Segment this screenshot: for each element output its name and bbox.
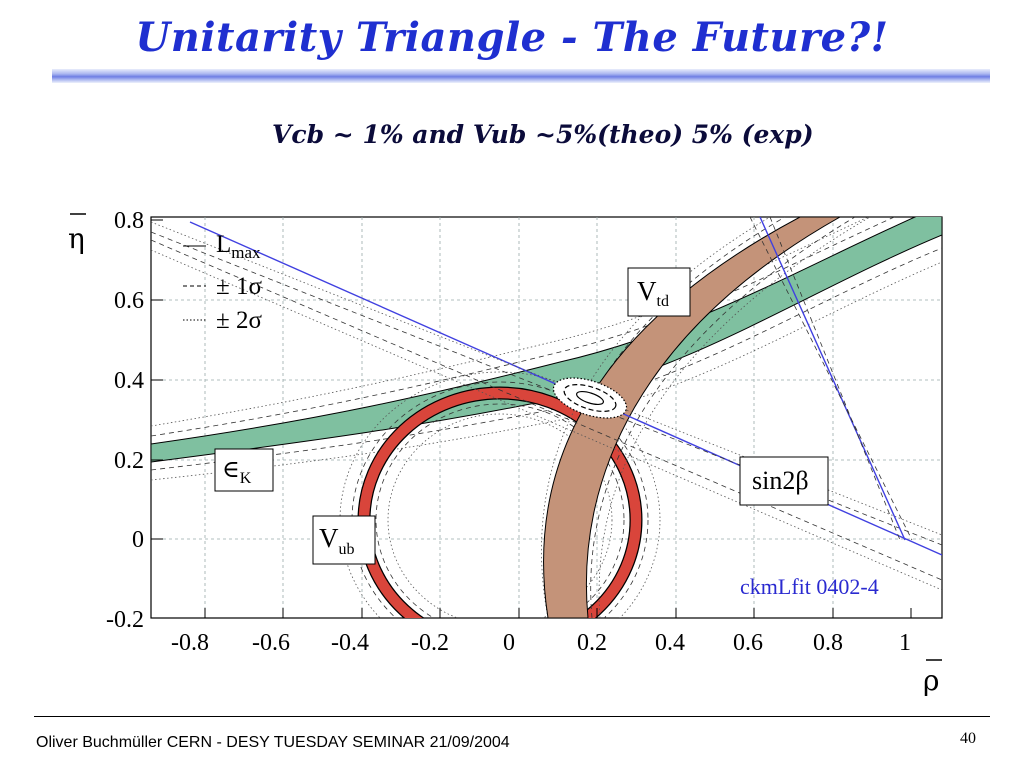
y-tick-label: 0.4 bbox=[114, 368, 144, 394]
y-tick-label: 0.8 bbox=[114, 208, 144, 234]
epsilon-k-band bbox=[151, 217, 942, 481]
y-axis-symbol: η bbox=[68, 213, 86, 255]
slide-title: Unitarity Triangle - The Future?! bbox=[135, 14, 889, 61]
vtd-label-subscript: td bbox=[657, 293, 669, 310]
x-tick-label: 0.2 bbox=[577, 630, 607, 656]
unitarity-triangle-plot: -0.8 -0.6 -0.4 -0.2 0 0.2 0.4 0.6 0.8 1 … bbox=[68, 208, 943, 697]
page-number: 40 bbox=[960, 730, 976, 747]
svg-text:Lmax: Lmax bbox=[216, 231, 261, 262]
title-underline-bar bbox=[52, 69, 990, 83]
vtd-label-box: Vtd bbox=[627, 267, 691, 317]
x-tick-label: -0.8 bbox=[171, 630, 209, 656]
footer-text: Oliver Buchmüller CERN - DESY TUESDAY SE… bbox=[36, 734, 510, 751]
svg-text:Vtd: Vtd bbox=[637, 276, 669, 310]
epsilon-k-label: ∈ bbox=[222, 455, 240, 483]
sin2beta-label-box: sin2β bbox=[739, 456, 829, 506]
epsilon-k-subscript: K bbox=[240, 470, 252, 487]
legend-two-sigma: ± 2σ bbox=[216, 307, 262, 334]
svg-text:η: η bbox=[68, 222, 85, 255]
credit-label: ckmLfit 0402-4 bbox=[740, 574, 879, 599]
vub-label-subscript: ub bbox=[339, 541, 355, 558]
y-tick-label: 0 bbox=[132, 527, 144, 553]
y-tick-label: 0.6 bbox=[114, 288, 144, 314]
x-tick-label: -0.2 bbox=[411, 630, 449, 656]
x-tick-label: 0.4 bbox=[655, 630, 685, 656]
x-tick-label: -0.4 bbox=[331, 630, 369, 656]
x-tick-label: -0.6 bbox=[252, 630, 290, 656]
x-tick-label: 0.6 bbox=[733, 630, 763, 656]
slide-subtitle: Vcb ~ 1% and Vub ~5%(theo) 5% (exp) bbox=[272, 120, 814, 149]
vub-label: V bbox=[319, 523, 339, 553]
vtd-label: V bbox=[637, 276, 657, 306]
x-tick-label: 0 bbox=[503, 630, 515, 656]
axis-ticks bbox=[151, 219, 912, 618]
vub-label-box: Vub bbox=[312, 515, 376, 565]
y-tick-label: -0.2 bbox=[106, 607, 144, 633]
svg-text:∈K: ∈K bbox=[222, 455, 252, 487]
legend: Lmax ± 1σ ± 2σ bbox=[183, 231, 262, 334]
x-tick-label: 1 bbox=[899, 630, 911, 656]
sin2beta-label: sin2β bbox=[752, 466, 809, 495]
legend-lmax: L bbox=[216, 231, 231, 258]
x-tick-label: 0.8 bbox=[813, 630, 843, 656]
epsilon-k-label-box: ∈K bbox=[214, 448, 274, 492]
legend-lmax-subscript: max bbox=[231, 243, 261, 262]
footer-divider bbox=[34, 716, 990, 717]
best-fit-region bbox=[552, 377, 628, 419]
legend-one-sigma: ± 1σ bbox=[216, 273, 262, 300]
svg-text:ρ: ρ bbox=[923, 664, 939, 697]
x-axis-symbol: ρ bbox=[923, 659, 942, 697]
svg-text:Vub: Vub bbox=[319, 523, 355, 558]
y-tick-label: 0.2 bbox=[114, 448, 144, 474]
